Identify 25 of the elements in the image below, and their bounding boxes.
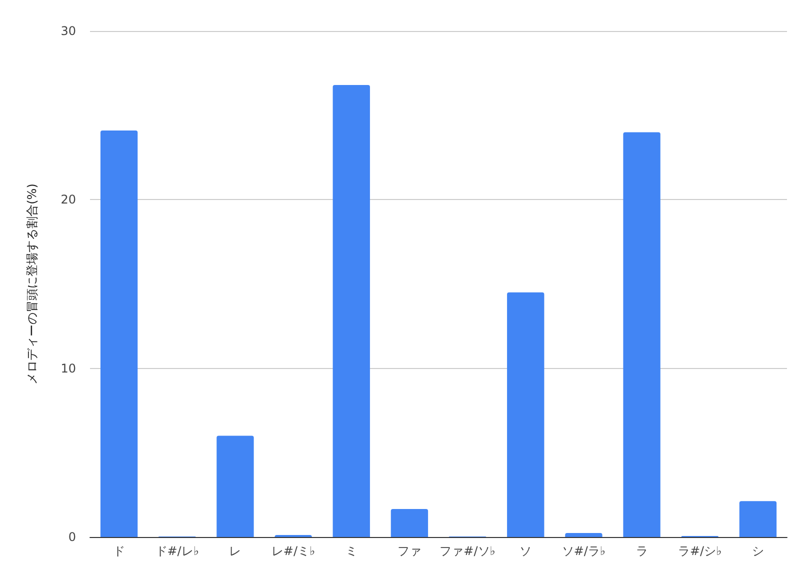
bar bbox=[507, 292, 544, 537]
x-tick-label: ラ#/シ♭ bbox=[678, 544, 722, 558]
x-tick-label: ソ#/ラ♭ bbox=[562, 544, 606, 558]
y-tick-label: 30 bbox=[60, 24, 76, 38]
y-axis-title: メロディーの冒頭に登場する割合(%) bbox=[25, 184, 39, 384]
x-tick-label: ド bbox=[113, 544, 126, 558]
bar bbox=[332, 84, 370, 537]
bar bbox=[565, 532, 602, 537]
bar bbox=[739, 501, 777, 537]
x-tick-label: レ bbox=[229, 544, 242, 558]
x-tick-label: ド#/レ♭ bbox=[155, 544, 200, 558]
x-tick-label: ファ bbox=[397, 544, 422, 558]
x-tick-label: シ bbox=[752, 544, 764, 558]
bar bbox=[623, 132, 660, 537]
x-tick-label: ラ bbox=[636, 544, 648, 558]
y-tick-label: 10 bbox=[60, 361, 76, 376]
x-tick-label: レ#/ミ♭ bbox=[271, 544, 316, 558]
x-tick-label: ソ bbox=[520, 544, 532, 558]
x-tick-label: ファ#/ソ♭ bbox=[440, 544, 496, 558]
y-tick-label: 20 bbox=[60, 192, 76, 207]
bar bbox=[100, 130, 138, 537]
bar bbox=[216, 436, 254, 537]
x-tick-label: ミ bbox=[345, 544, 358, 558]
bar bbox=[390, 509, 428, 537]
y-tick-label: 0 bbox=[68, 530, 76, 544]
